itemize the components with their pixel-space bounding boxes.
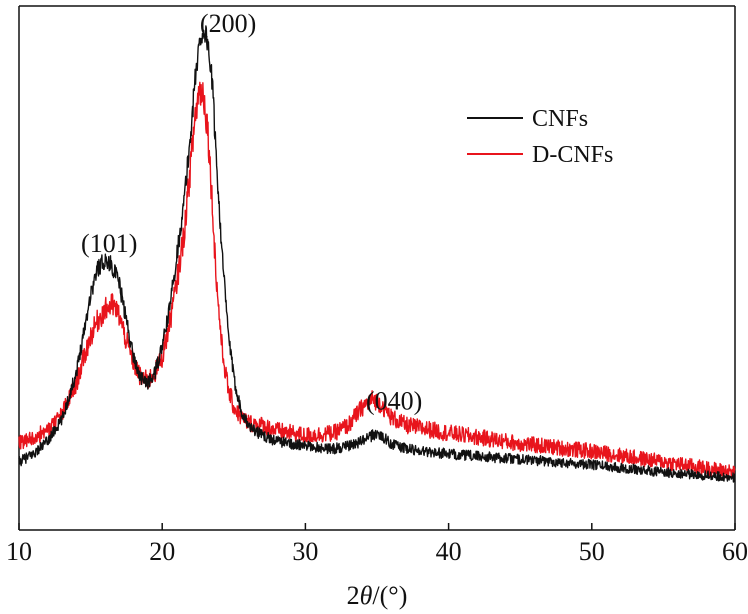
peak-label: (200) <box>200 9 256 38</box>
series-line-cnfs <box>18 25 736 483</box>
x-axis-title: 2θ/(°) <box>347 581 408 610</box>
x-tick-label: 60 <box>722 537 748 566</box>
x-ticks: 10 20 30 40 50 60 <box>6 523 748 566</box>
x-tick-label: 50 <box>579 537 605 566</box>
peak-annotations: (101) (200) (040) <box>81 9 422 415</box>
peak-label: (101) <box>81 229 137 258</box>
series-line-d-cnfs <box>18 81 736 479</box>
legend: CNFs D-CNFs <box>467 106 613 168</box>
x-tick-label: 10 <box>6 537 32 566</box>
x-tick-label: 20 <box>149 537 175 566</box>
series-layer <box>18 25 736 483</box>
legend-label: D-CNFs <box>532 142 613 168</box>
peak-label: (040) <box>366 386 422 415</box>
plot-frame <box>18 5 736 531</box>
x-tick-label: 40 <box>436 537 462 566</box>
legend-label: CNFs <box>532 106 588 132</box>
x-tick-label: 30 <box>292 537 318 566</box>
